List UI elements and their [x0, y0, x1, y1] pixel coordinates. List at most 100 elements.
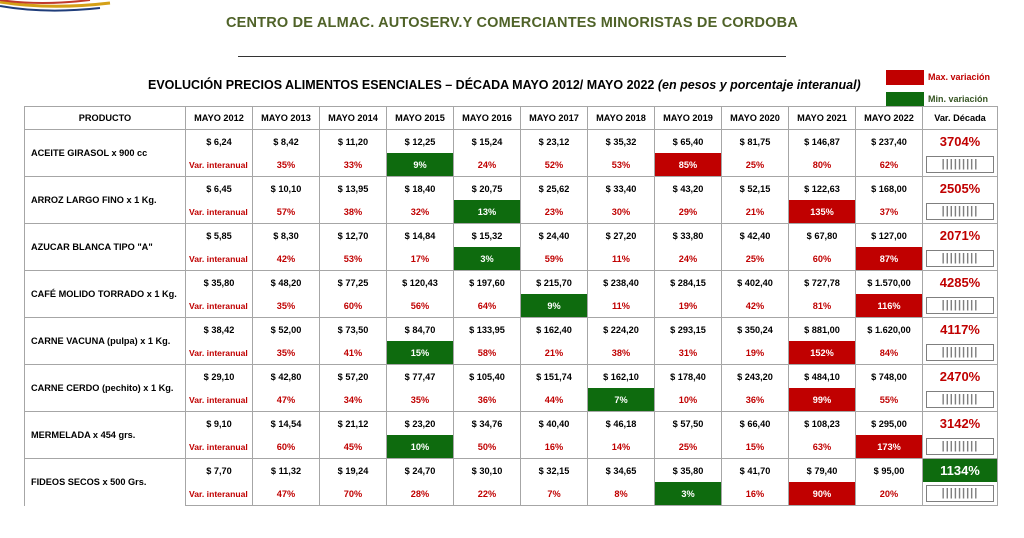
- price-cell: $ 215,70: [520, 270, 588, 294]
- variation-cell: 10%: [654, 388, 722, 412]
- decade-variation: 4117%: [922, 317, 998, 341]
- price-cell: $ 12,25: [386, 129, 454, 153]
- price-cell: $ 38,42: [185, 317, 253, 341]
- price-cell: $ 52,00: [252, 317, 320, 341]
- price-cell: $ 284,15: [654, 270, 722, 294]
- var-interanual-label: Var. interanual: [185, 294, 253, 318]
- price-cell: $ 21,12: [319, 411, 387, 435]
- bars-box: |||||||||: [926, 344, 994, 361]
- decade-bars: |||||||||: [922, 435, 998, 459]
- product-price-row: CARNE VACUNA (pulpa) x 1 Kg. $ 38,42 $ 52,…: [24, 317, 998, 365]
- decade-bars: |||||||||: [922, 153, 998, 177]
- legend-max-label: Max. variación: [928, 72, 991, 82]
- price-cell: $ 12,70: [319, 223, 387, 247]
- price-cell: $ 15,32: [453, 223, 521, 247]
- variation-cell: 31%: [654, 341, 722, 365]
- product-variation-row: Var. interanual 42% 53% 17% 3% 59% 11% 24% 25% 60…: [25, 247, 998, 271]
- variation-cell: 29%: [654, 200, 722, 224]
- variation-max-cell: 85%: [654, 153, 722, 177]
- product-price-row: MERMELADA x 454 grs. $ 9,10 $ 14,54 $ 21,12…: [24, 411, 998, 459]
- price-cell: $ 73,50: [319, 317, 387, 341]
- variation-cell: 62%: [855, 153, 923, 177]
- decade-bars: |||||||||: [922, 388, 998, 412]
- product-name: CAFÉ MOLIDO TORRADO x 1 Kg.: [24, 270, 186, 318]
- price-cell: $ 10,10: [252, 176, 320, 200]
- variation-cell: 21%: [520, 341, 588, 365]
- price-cell: $ 168,00: [855, 176, 923, 200]
- price-cell: $ 43,20: [654, 176, 722, 200]
- bars-box: |||||||||: [926, 250, 994, 267]
- legend-min-label: Min. variación: [928, 94, 989, 104]
- variation-min-cell: 3%: [453, 247, 521, 271]
- header-year: MAYO 2020: [721, 106, 789, 130]
- price-cell: $ 8,42: [252, 129, 320, 153]
- variation-cell: 24%: [654, 247, 722, 271]
- price-cell: $ 9,10: [185, 411, 253, 435]
- variation-max-cell: 173%: [855, 435, 923, 459]
- decade-bars: |||||||||: [922, 341, 998, 365]
- variation-cell: 25%: [654, 435, 722, 459]
- price-cell: $ 34,76: [453, 411, 521, 435]
- legend-min: Min. variación: [886, 90, 990, 108]
- variation-cell: 38%: [319, 200, 387, 224]
- organization-title: CENTRO DE ALMAC. AUTOSERV.Y COMERCIANTES…: [225, 15, 799, 31]
- price-cell: $ 1.570,00: [855, 270, 923, 294]
- variation-cell: 55%: [855, 388, 923, 412]
- variation-cell: 37%: [855, 200, 923, 224]
- title-underline: [238, 56, 786, 57]
- variation-cell: 25%: [721, 247, 789, 271]
- product-price-row: AZUCAR BLANCA TIPO "A" $ 5,85 $ 8,30 $ 12,7…: [24, 223, 998, 271]
- header-decade: Var. Década: [922, 106, 998, 130]
- product-price-row: ARROZ LARGO FINO x 1 Kg. $ 6,45 $ 10,10 $ 1…: [24, 176, 998, 224]
- bars-box: |||||||||: [926, 391, 994, 408]
- price-cell: $ 8,30: [252, 223, 320, 247]
- price-cell: $ 18,40: [386, 176, 454, 200]
- variation-cell: 47%: [252, 482, 320, 506]
- price-cell: $ 46,18: [587, 411, 655, 435]
- decade-variation: 3142%: [922, 411, 998, 435]
- price-cell: $ 5,85: [185, 223, 253, 247]
- variation-cell: 17%: [386, 247, 454, 271]
- price-cell: $ 105,40: [453, 364, 521, 388]
- header-product: PRODUCTO: [24, 106, 186, 130]
- price-cell: $ 79,40: [788, 458, 856, 482]
- price-table: PRODUCTO MAYO 2012 MAYO 2013 MAYO 2014 MAYO …: [24, 106, 998, 506]
- bars-box: |||||||||: [926, 156, 994, 173]
- variation-max-cell: 135%: [788, 200, 856, 224]
- logo-swoosh: [0, 0, 111, 12]
- variation-cell: 11%: [587, 247, 655, 271]
- price-cell: $ 14,84: [386, 223, 454, 247]
- report-title: EVOLUCIÓN PRECIOS ALIMENTOS ESENCIALES –…: [148, 78, 861, 92]
- variation-cell: 35%: [386, 388, 454, 412]
- price-cell: $ 295,00: [855, 411, 923, 435]
- header-year: MAYO 2022: [855, 106, 923, 130]
- variation-cell: 60%: [252, 435, 320, 459]
- price-cell: $ 20,75: [453, 176, 521, 200]
- price-cell: $ 146,87: [788, 129, 856, 153]
- price-cell: $ 40,40: [520, 411, 588, 435]
- product-price-row: ACEITE GIRASOL x 900 cc $ 6,24 $ 8,42 $ 11,…: [24, 129, 998, 177]
- price-cell: $ 162,40: [520, 317, 588, 341]
- decade-variation: 2071%: [922, 223, 998, 247]
- product-name: FIDEOS SECOS x 500 Grs.: [24, 458, 186, 506]
- variation-min-cell: 3%: [654, 482, 722, 506]
- variation-cell: 47%: [252, 388, 320, 412]
- price-cell: $ 33,80: [654, 223, 722, 247]
- product-name: ARROZ LARGO FINO x 1 Kg.: [24, 176, 186, 224]
- price-cell: $ 41,70: [721, 458, 789, 482]
- price-cell: $ 65,40: [654, 129, 722, 153]
- variation-cell: 20%: [855, 482, 923, 506]
- variation-cell: 16%: [520, 435, 588, 459]
- price-cell: $ 127,00: [855, 223, 923, 247]
- price-cell: $ 484,10: [788, 364, 856, 388]
- bars-box: |||||||||: [926, 203, 994, 220]
- product-variation-row: Var. interanual 35% 41% 15% 58% 21% 38% 31% 19% 1…: [25, 341, 998, 365]
- variation-max-cell: 87%: [855, 247, 923, 271]
- variation-cell: 38%: [587, 341, 655, 365]
- header-year: MAYO 2014: [319, 106, 387, 130]
- price-cell: $ 77,47: [386, 364, 454, 388]
- variation-cell: 16%: [721, 482, 789, 506]
- price-cell: $ 727,78: [788, 270, 856, 294]
- price-cell: $ 42,40: [721, 223, 789, 247]
- variation-cell: 60%: [788, 247, 856, 271]
